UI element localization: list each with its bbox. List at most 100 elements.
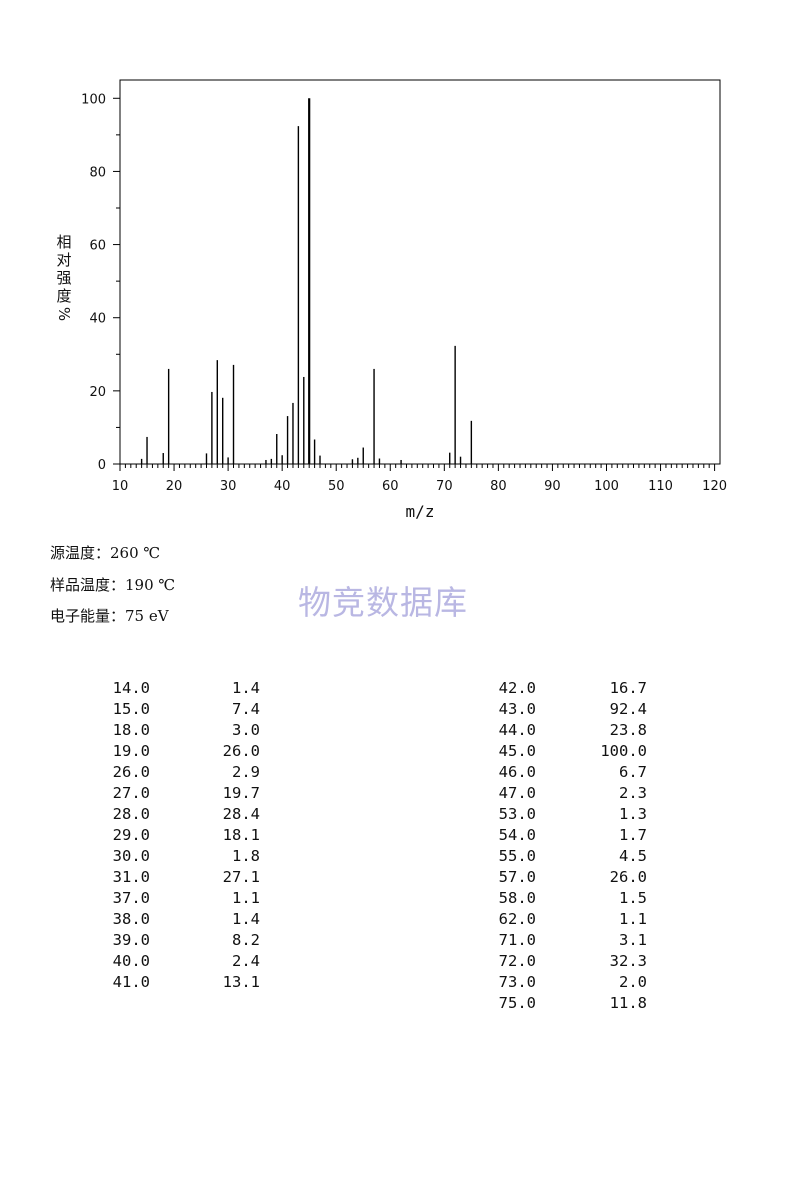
intensity-value: 1.8 (232, 847, 260, 865)
x-tick-label: 110 (648, 479, 673, 494)
peak-table-left: 14.0 1.4 15.0 7.4 18.0 3.0 19.0 26.0 26.0 2.9 27.0… (0, 678, 300, 993)
table-row: 47.0 2.3 (400, 783, 660, 804)
table-row: 58.0 1.5 (400, 888, 660, 909)
intensity-value: 1.4 (232, 910, 260, 928)
intensity-value: 2.9 (232, 763, 260, 781)
x-axis: 10 20 30 40 50 60 70 80 90 100 110 120 (112, 464, 727, 494)
table-row: 28.0 28.4 (0, 804, 300, 825)
x-tick-label: 20 (166, 479, 183, 494)
y-tick-label: 0 (98, 458, 106, 473)
mz-value: 62.0 (498, 910, 536, 928)
mz-value: 15.0 (112, 700, 150, 718)
intensity-value: 26.0 (609, 868, 647, 886)
table-row: 37.0 1.1 (0, 888, 300, 909)
intensity-value: 19.7 (222, 784, 260, 802)
table-row: 43.0 92.4 (400, 699, 660, 720)
intensity-value: 7.4 (232, 700, 260, 718)
mz-value: 29.0 (112, 826, 150, 844)
intensity-value: 23.8 (609, 721, 647, 739)
table-row: 42.0 16.7 (400, 678, 660, 699)
intensity-value: 8.2 (232, 931, 260, 949)
intensity-value: 1.1 (619, 910, 647, 928)
table-row: 45.0 100.0 (400, 741, 660, 762)
intensity-value: 16.7 (609, 679, 647, 697)
table-row: 62.0 1.1 (400, 909, 660, 930)
mz-value: 42.0 (498, 679, 536, 697)
x-tick-label: 70 (436, 479, 453, 494)
x-tick-label: 40 (274, 479, 291, 494)
y-tick-label: 20 (89, 385, 106, 400)
mz-value: 46.0 (498, 763, 536, 781)
mz-value: 31.0 (112, 868, 150, 886)
table-row: 40.0 2.4 (0, 951, 300, 972)
intensity-value: 18.1 (222, 826, 260, 844)
x-tick-label: 30 (220, 479, 237, 494)
table-row: 19.0 26.0 (0, 741, 300, 762)
intensity-value: 100.0 (600, 742, 647, 760)
x-tick-label: 100 (594, 479, 619, 494)
y-axis-label: 相 对 强 度 % (52, 233, 76, 323)
table-row: 55.0 4.5 (400, 846, 660, 867)
y-axis-label-char: 对 (56, 251, 72, 269)
y-axis-label-char: 相 (56, 233, 72, 251)
source-temperature: 源温度：260 ℃ (50, 544, 161, 562)
x-axis-label: m/z (406, 502, 435, 521)
intensity-value: 1.7 (619, 826, 647, 844)
table-row: 38.0 1.4 (0, 909, 300, 930)
intensity-value: 2.4 (232, 952, 260, 970)
intensity-value: 3.1 (619, 931, 647, 949)
mz-value: 30.0 (112, 847, 150, 865)
table-row: 39.0 8.2 (0, 930, 300, 951)
plot-frame (119, 79, 721, 465)
mz-value: 39.0 (112, 931, 150, 949)
x-tick-label: 60 (382, 479, 399, 494)
intensity-value: 1.3 (619, 805, 647, 823)
y-tick-label: 80 (89, 165, 106, 180)
mz-value: 53.0 (498, 805, 536, 823)
mz-value: 55.0 (498, 847, 536, 865)
watermark: 物竞数据库 (298, 583, 468, 622)
mz-value: 47.0 (498, 784, 536, 802)
mz-value: 19.0 (112, 742, 150, 760)
intensity-value: 1.1 (232, 889, 260, 907)
table-row: 75.0 11.8 (400, 993, 660, 1014)
mz-value: 28.0 (112, 805, 150, 823)
y-tick-label: 40 (89, 312, 106, 327)
peak-bars (140, 98, 473, 464)
mz-value: 14.0 (112, 679, 150, 697)
mz-value: 58.0 (498, 889, 536, 907)
intensity-value: 3.0 (232, 721, 260, 739)
intensity-value: 11.8 (609, 994, 647, 1012)
table-row: 44.0 23.8 (400, 720, 660, 741)
table-row: 41.0 13.1 (0, 972, 300, 993)
table-row: 31.0 27.1 (0, 867, 300, 888)
table-row: 26.0 2.9 (0, 762, 300, 783)
x-tick-label: 80 (490, 479, 507, 494)
mz-value: 40.0 (112, 952, 150, 970)
intensity-value: 26.0 (222, 742, 260, 760)
intensity-value: 27.1 (222, 868, 260, 886)
mz-value: 72.0 (498, 952, 536, 970)
table-row: 30.0 1.8 (0, 846, 300, 867)
mz-value: 43.0 (498, 700, 536, 718)
mz-value: 41.0 (112, 973, 150, 991)
mz-value: 57.0 (498, 868, 536, 886)
table-row: 72.0 32.3 (400, 951, 660, 972)
mz-value: 37.0 (112, 889, 150, 907)
sample-temperature: 样品温度：190 ℃ (50, 576, 176, 594)
intensity-value: 13.1 (222, 973, 260, 991)
x-tick-label: 120 (702, 479, 727, 494)
x-tick-label: 90 (544, 479, 561, 494)
mz-value: 71.0 (498, 931, 536, 949)
table-row: 57.0 26.0 (400, 867, 660, 888)
mz-value: 73.0 (498, 973, 536, 991)
intensity-value: 28.4 (222, 805, 260, 823)
mz-value: 75.0 (498, 994, 536, 1012)
y-axis-label-char: 度 (56, 287, 72, 305)
intensity-value: 2.0 (619, 973, 647, 991)
mass-spectrum-chart: 0 20 40 60 80 100 10 20 30 40 50 60 70 80 90 100 110 120… (81, 79, 727, 521)
y-axis: 0 20 40 60 80 100 (81, 92, 120, 473)
mz-value: 44.0 (498, 721, 536, 739)
mz-value: 54.0 (498, 826, 536, 844)
x-tick-label: 50 (328, 479, 345, 494)
